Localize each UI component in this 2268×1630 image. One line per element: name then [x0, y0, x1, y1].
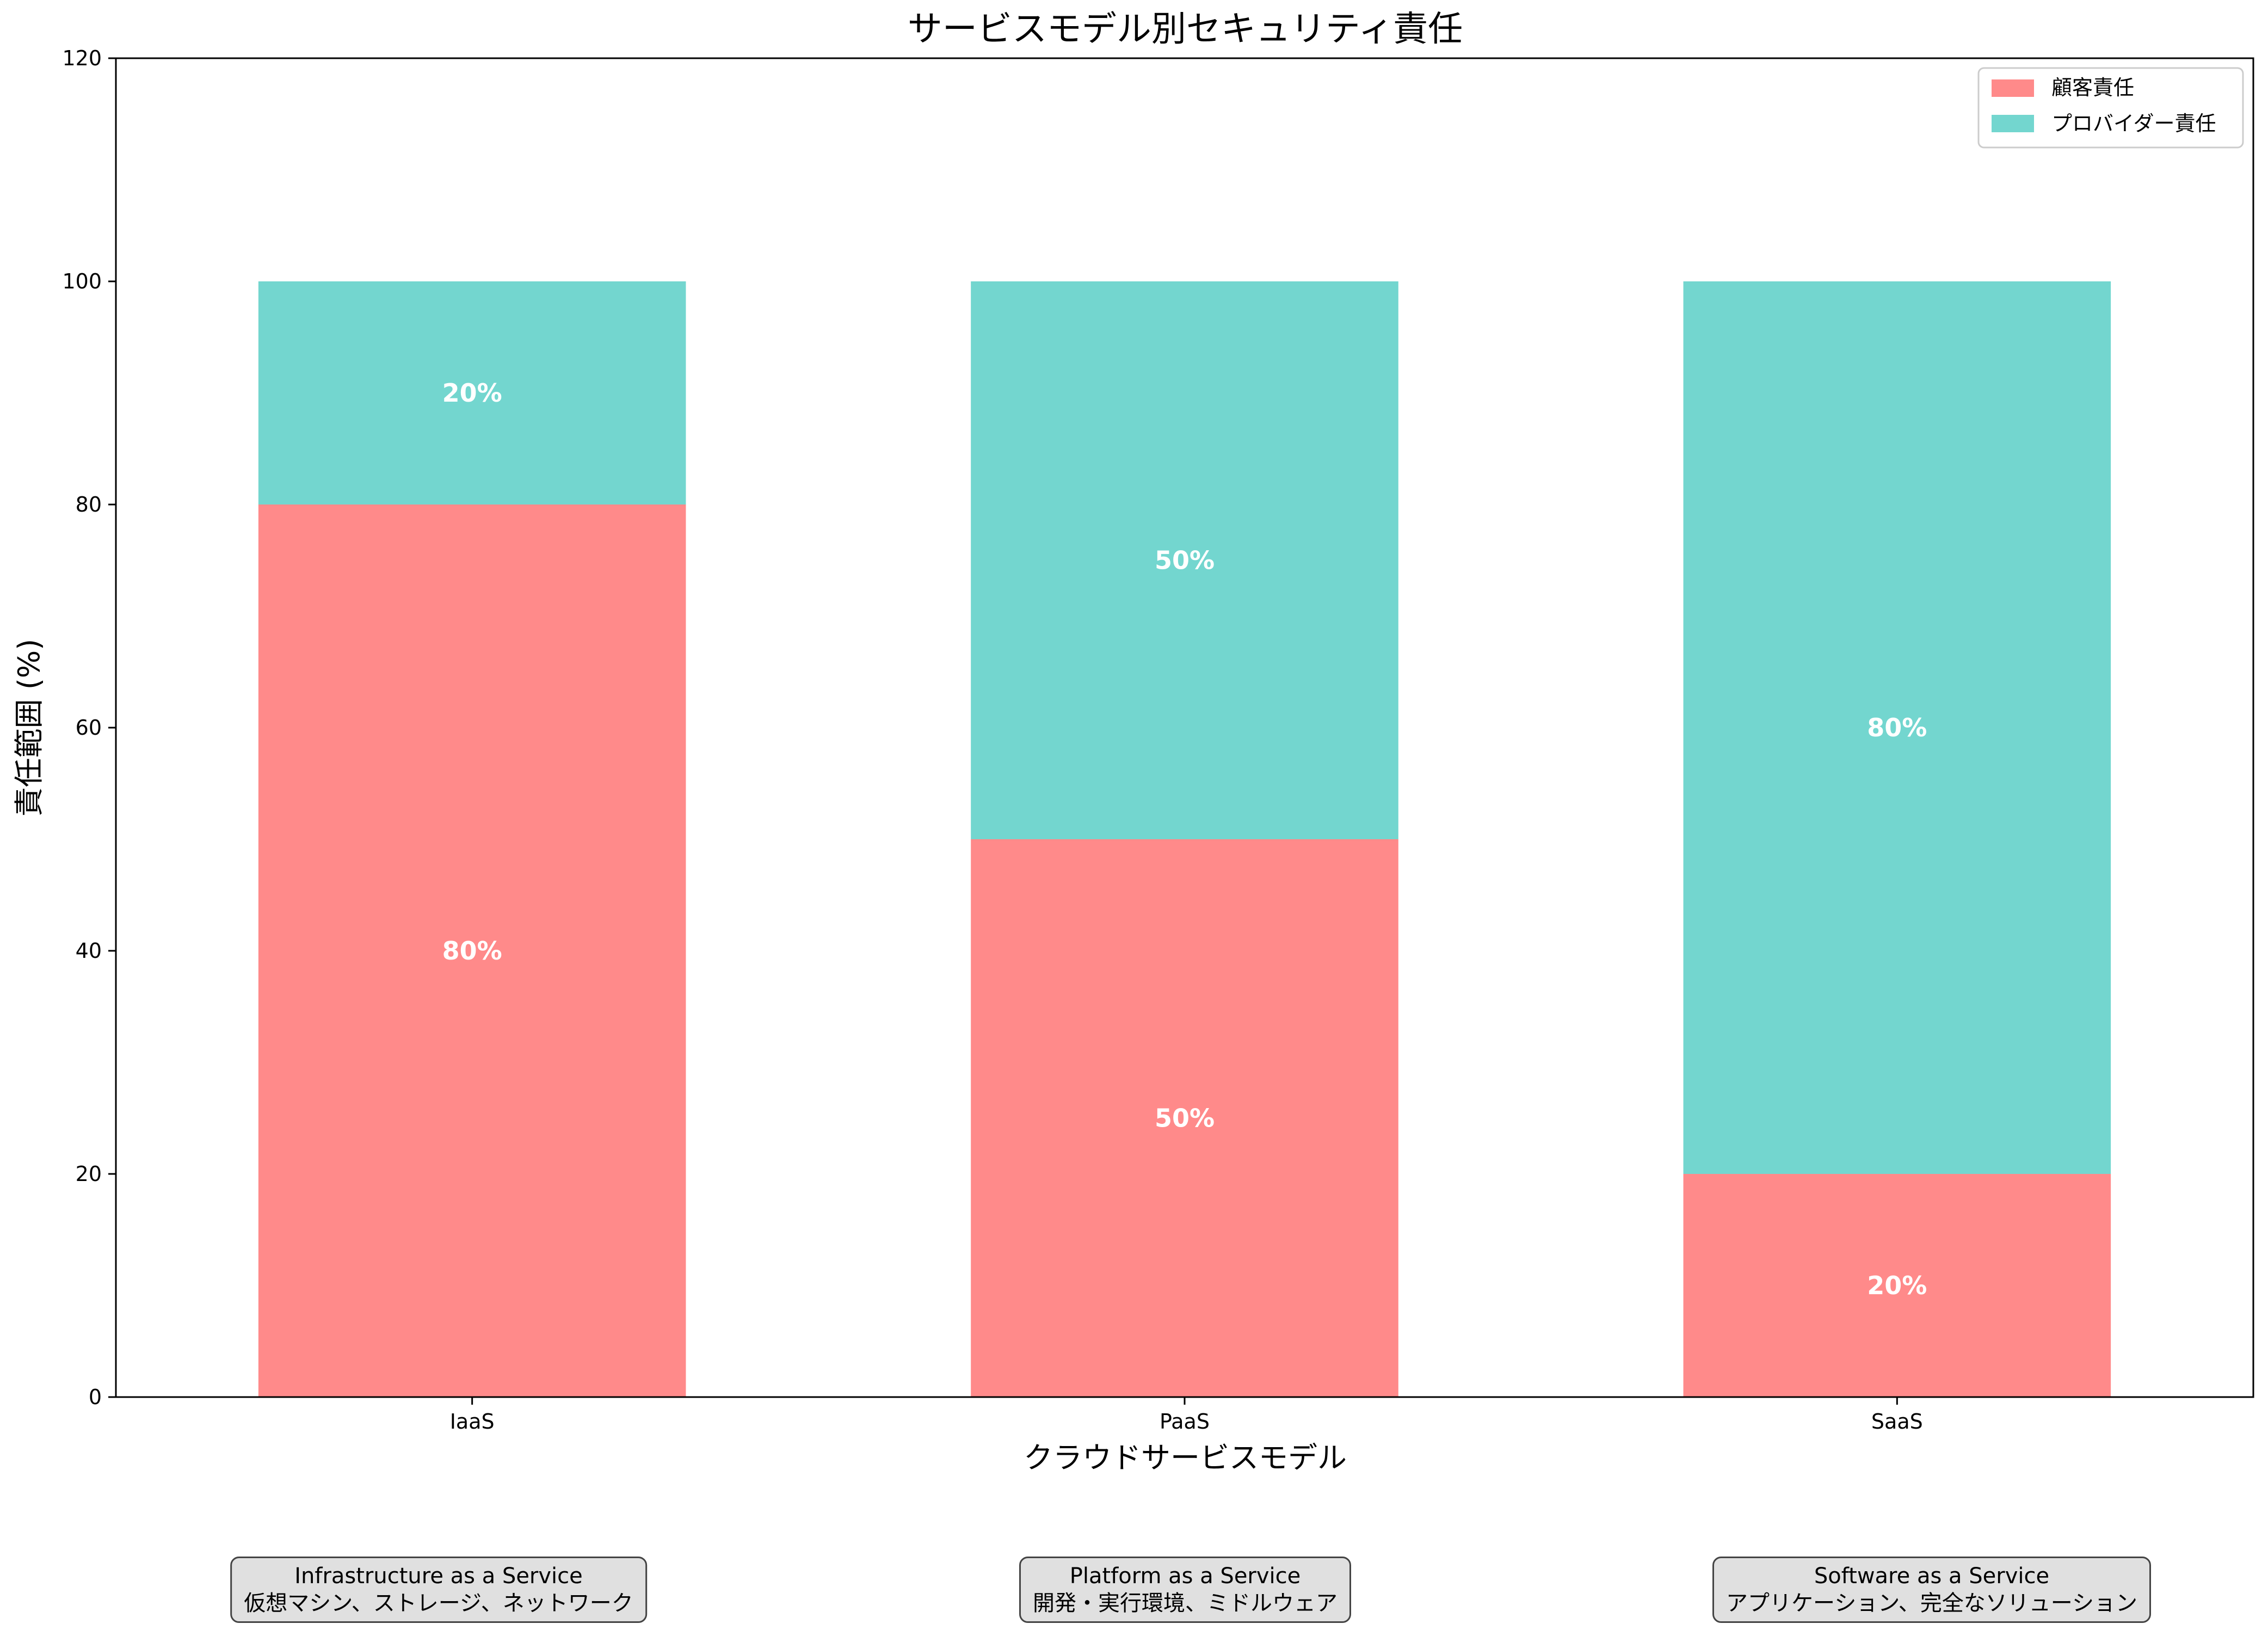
x-tick-label: SaaS [1871, 1410, 1923, 1434]
legend-swatch-provider [1992, 115, 2034, 132]
y-tick-label: 120 [62, 46, 102, 70]
description-title: Platform as a Service [1069, 1564, 1301, 1589]
y-axis-ticks: 0 20 40 60 80 100 120 [62, 46, 116, 1409]
legend-label-provider: プロバイダー責任 [2051, 112, 2216, 136]
y-tick-label: 0 [89, 1385, 102, 1409]
x-axis-label: クラウドサービスモデル [1024, 1441, 1347, 1475]
bar-value-label: 80% [442, 936, 502, 965]
x-axis-ticks: IaaS PaaS SaaS [450, 1397, 1923, 1434]
bar-iaas-provider [258, 281, 686, 505]
legend: 顧客責任 プロバイダー責任 [1977, 67, 2244, 149]
description-title: Infrastructure as a Service [294, 1564, 583, 1589]
description-box-saas: Software as a Service アプリケーション、完全なソリューショ… [1712, 1557, 2151, 1623]
bar-paas-customer [971, 839, 1398, 1397]
description-detail: アプリケーション、完全なソリューション [1726, 1591, 2137, 1616]
description-detail: 開発・実行環境、ミドルウェア [1033, 1591, 1338, 1616]
chart-title: サービスモデル別セキュリティ責任 [908, 9, 1463, 50]
legend-swatch-customer [1992, 79, 2034, 97]
bar-saas-customer [1683, 1174, 2111, 1397]
description-box-paas: Platform as a Service 開発・実行環境、ミドルウェア [1019, 1557, 1351, 1623]
y-tick-label: 60 [76, 716, 102, 740]
bar-iaas-customer [258, 505, 686, 1397]
y-tick-label: 40 [76, 939, 102, 963]
x-tick-label: PaaS [1160, 1410, 1210, 1434]
bar-value-label: 50% [1155, 1104, 1215, 1133]
legend-frame [1977, 67, 2244, 149]
bar-labels: 80% 20% 50% 50% 20% 80% [442, 378, 1927, 1300]
description-title: Software as a Service [1814, 1564, 2050, 1589]
y-axis-label: 責任範囲 (%) [12, 639, 46, 817]
bar-paas-provider [971, 281, 1398, 839]
bar-saas-provider [1683, 281, 2111, 1174]
bars [258, 281, 2111, 1397]
y-tick-label: 80 [76, 493, 102, 516]
y-tick-label: 20 [76, 1162, 102, 1186]
bar-value-label: 20% [1867, 1271, 1927, 1300]
description-detail: 仮想マシン、ストレージ、ネットワーク [244, 1591, 633, 1616]
bar-value-label: 80% [1867, 713, 1927, 742]
legend-label-customer: 顧客責任 [2051, 76, 2134, 100]
x-tick-label: IaaS [450, 1410, 495, 1434]
description-box-iaas: Infrastructure as a Service 仮想マシン、ストレージ、… [230, 1557, 647, 1623]
bar-value-label: 20% [442, 378, 502, 408]
bar-value-label: 50% [1155, 546, 1215, 575]
y-tick-label: 100 [62, 269, 102, 293]
